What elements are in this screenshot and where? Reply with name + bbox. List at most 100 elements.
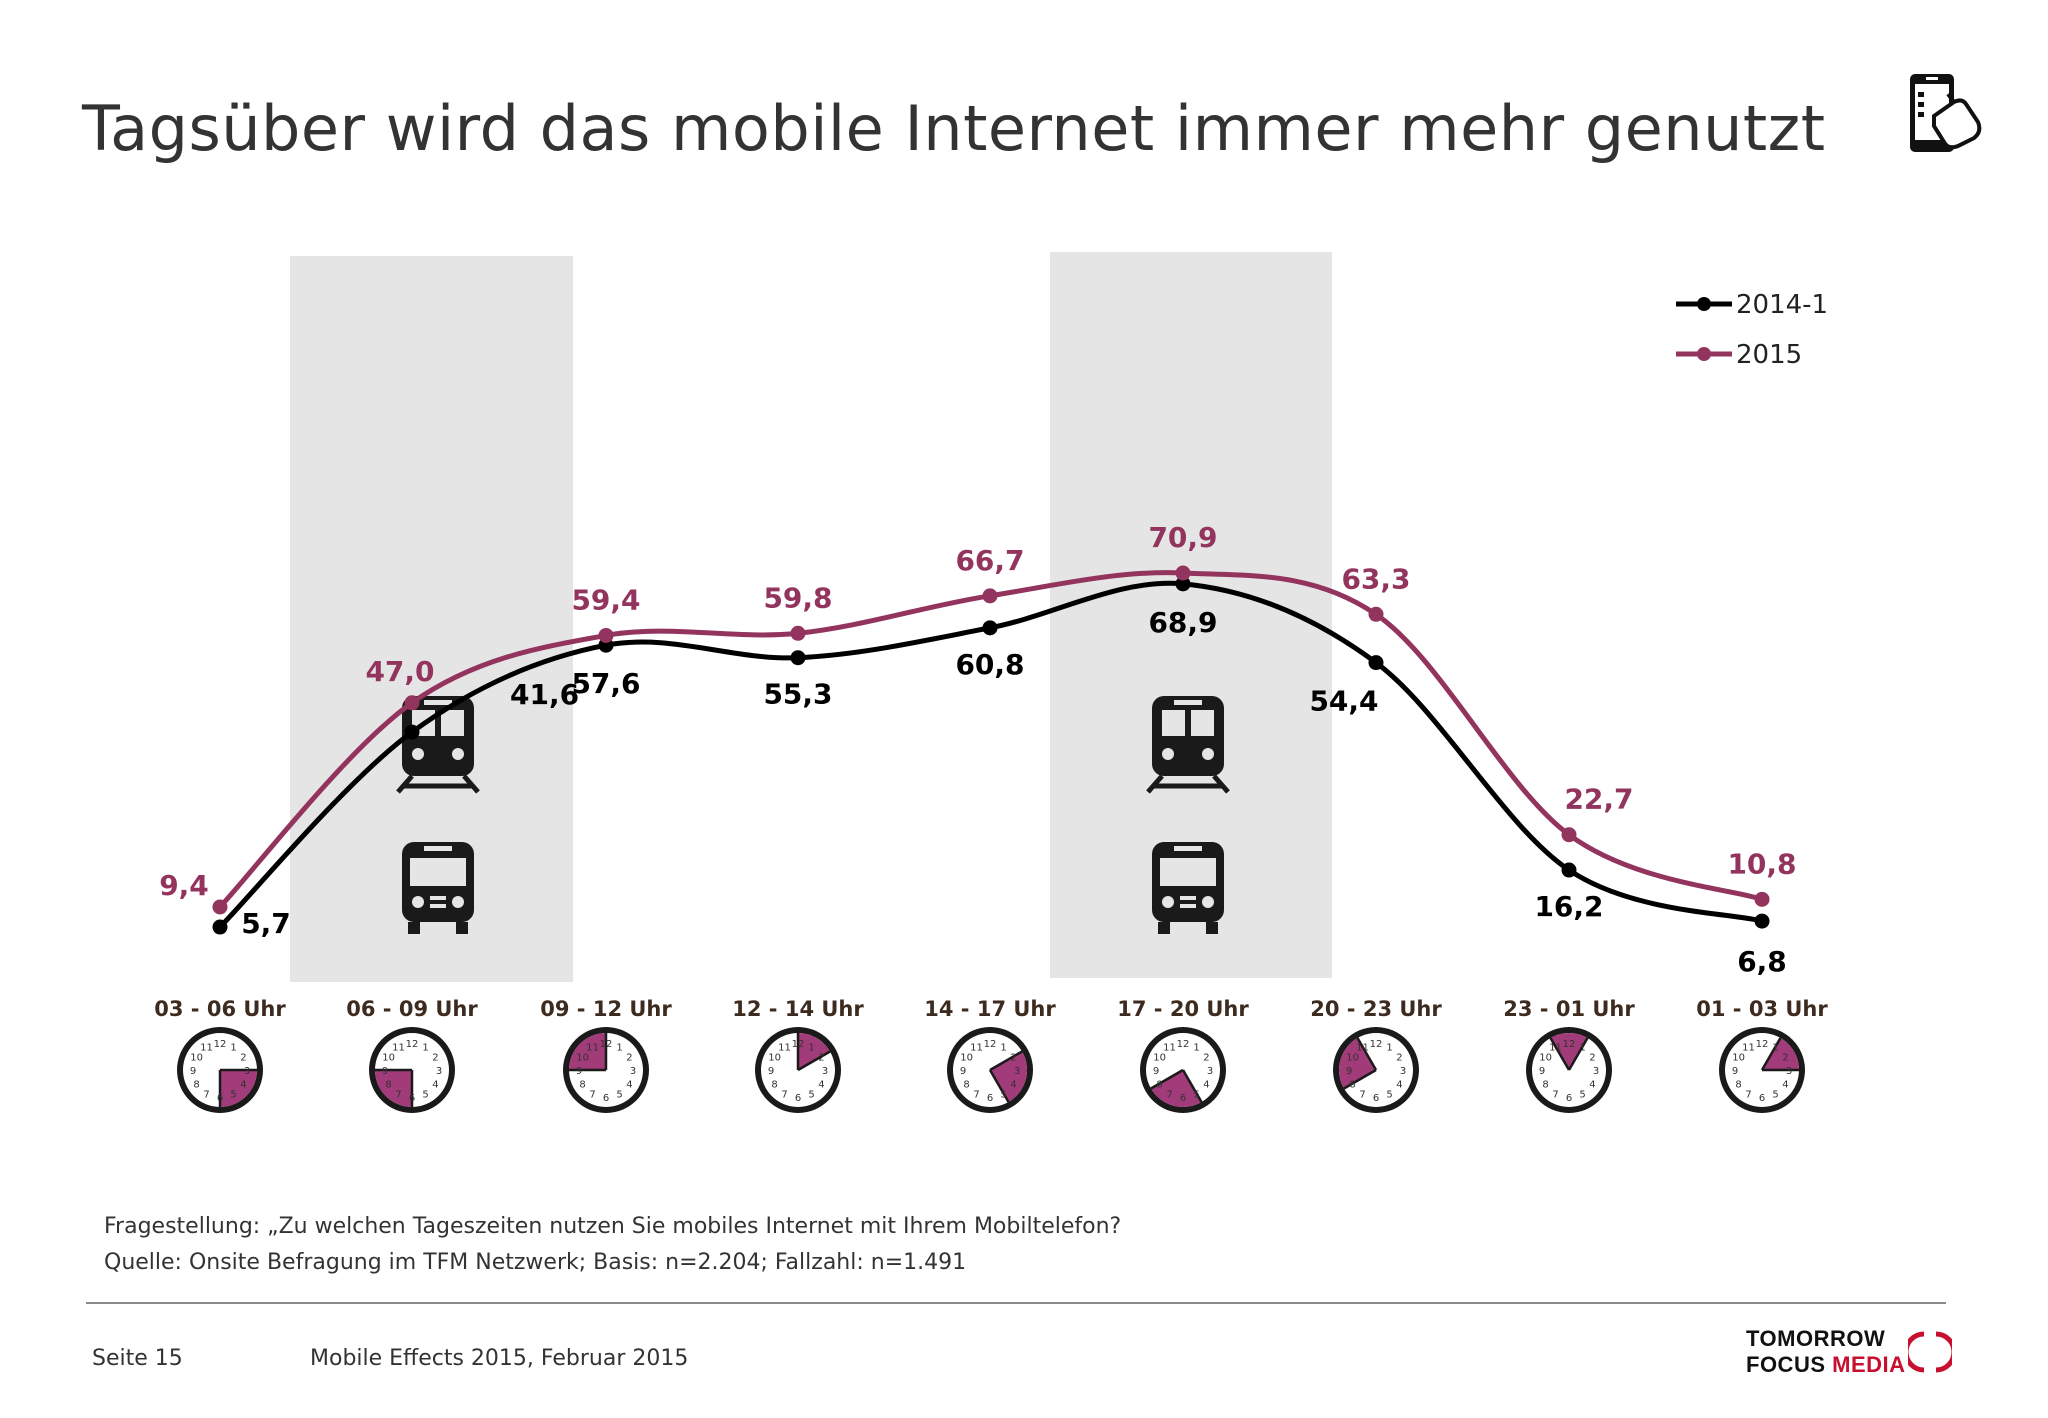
publication-info: Mobile Effects 2015, Februar 2015 — [310, 1346, 689, 1371]
svg-text:4: 4 — [432, 1080, 438, 1091]
svg-text:9: 9 — [768, 1066, 774, 1077]
data-point — [598, 627, 614, 643]
data-point — [790, 650, 806, 666]
data-label: 55,3 — [763, 678, 832, 711]
svg-text:1: 1 — [1386, 1043, 1392, 1054]
brand-name-line1: TOMORROW — [1746, 1326, 1886, 1351]
page-title: Tagsüber wird das mobile Internet immer … — [82, 92, 1826, 165]
svg-text:2: 2 — [1396, 1053, 1402, 1064]
data-point — [982, 588, 998, 604]
svg-text:2: 2 — [240, 1053, 246, 1064]
svg-text:12: 12 — [214, 1039, 227, 1050]
svg-text:11: 11 — [392, 1043, 405, 1054]
svg-text:8: 8 — [963, 1080, 969, 1091]
svg-text:5: 5 — [1579, 1089, 1585, 1100]
data-label: 10,8 — [1727, 847, 1796, 880]
svg-text:9: 9 — [382, 1066, 388, 1077]
data-label: 41,6 — [510, 678, 579, 711]
svg-text:8: 8 — [1542, 1080, 1548, 1091]
svg-text:3: 3 — [1014, 1066, 1020, 1077]
x-tick-label: 23 - 01 Uhr — [1503, 997, 1635, 1021]
svg-text:4: 4 — [240, 1080, 246, 1091]
svg-text:11: 11 — [1163, 1043, 1176, 1054]
svg-text:2: 2 — [626, 1053, 632, 1064]
data-label: 57,6 — [571, 667, 640, 700]
data-label: 66,7 — [955, 544, 1024, 577]
svg-text:10: 10 — [1732, 1053, 1745, 1064]
svg-text:11: 11 — [970, 1043, 983, 1054]
svg-text:10: 10 — [1539, 1053, 1552, 1064]
svg-text:7: 7 — [973, 1089, 979, 1100]
svg-text:5: 5 — [616, 1089, 622, 1100]
svg-text:4: 4 — [1203, 1080, 1209, 1091]
svg-text:9: 9 — [1732, 1066, 1738, 1077]
svg-text:3: 3 — [1207, 1066, 1213, 1077]
svg-text:11: 11 — [200, 1043, 213, 1054]
svg-text:4: 4 — [1589, 1080, 1595, 1091]
svg-text:1: 1 — [1579, 1043, 1585, 1054]
data-label: 68,9 — [1148, 606, 1217, 639]
svg-text:6: 6 — [1373, 1093, 1379, 1104]
svg-text:3: 3 — [244, 1066, 250, 1077]
svg-text:2: 2 — [1203, 1053, 1209, 1064]
svg-text:3: 3 — [630, 1066, 636, 1077]
svg-text:3: 3 — [1593, 1066, 1599, 1077]
data-label: 16,2 — [1534, 890, 1603, 923]
svg-text:10: 10 — [382, 1053, 395, 1064]
svg-text:6: 6 — [409, 1093, 415, 1104]
svg-text:8: 8 — [385, 1080, 391, 1091]
svg-text:10: 10 — [768, 1053, 781, 1064]
svg-text:4: 4 — [1782, 1080, 1788, 1091]
svg-text:5: 5 — [1772, 1089, 1778, 1100]
svg-text:1: 1 — [616, 1043, 622, 1054]
svg-text:6: 6 — [795, 1093, 801, 1104]
data-label: 59,8 — [763, 581, 832, 614]
data-point — [790, 625, 806, 641]
svg-text:6: 6 — [1759, 1093, 1765, 1104]
svg-text:1: 1 — [808, 1043, 814, 1054]
svg-text:3: 3 — [1400, 1066, 1406, 1077]
data-label: 63,3 — [1341, 562, 1410, 595]
svg-text:12: 12 — [984, 1039, 997, 1050]
svg-text:4: 4 — [626, 1080, 632, 1091]
data-label: 59,4 — [571, 583, 640, 616]
svg-text:1: 1 — [1772, 1043, 1778, 1054]
svg-text:4: 4 — [1010, 1080, 1016, 1091]
data-point — [212, 899, 228, 915]
brand-ring-icon — [1908, 1331, 1952, 1373]
data-point — [1754, 891, 1770, 907]
data-point — [212, 919, 228, 935]
svg-text:8: 8 — [1156, 1080, 1162, 1091]
svg-text:8: 8 — [1735, 1080, 1741, 1091]
data-point — [404, 695, 420, 711]
svg-text:11: 11 — [778, 1043, 791, 1054]
brand-name-line2: FOCUS MEDIA — [1746, 1352, 1906, 1377]
svg-text:3: 3 — [1786, 1066, 1792, 1077]
svg-text:5: 5 — [230, 1089, 236, 1100]
svg-text:7: 7 — [781, 1089, 787, 1100]
data-point — [404, 724, 420, 740]
data-label: 6,8 — [1737, 945, 1787, 978]
svg-text:12: 12 — [1370, 1039, 1383, 1050]
data-point — [1754, 913, 1770, 929]
x-tick-label: 03 - 06 Uhr — [154, 997, 286, 1021]
svg-text:8: 8 — [1349, 1080, 1355, 1091]
legend-marker — [1697, 297, 1711, 311]
svg-text:10: 10 — [576, 1053, 589, 1064]
x-tick-label: 01 - 03 Uhr — [1696, 997, 1828, 1021]
svg-text:11: 11 — [1356, 1043, 1369, 1054]
svg-text:9: 9 — [576, 1066, 582, 1077]
svg-text:1: 1 — [1000, 1043, 1006, 1054]
data-point — [1561, 862, 1577, 878]
svg-text:6: 6 — [603, 1093, 609, 1104]
x-tick-label: 06 - 09 Uhr — [346, 997, 478, 1021]
data-point — [982, 620, 998, 636]
svg-text:1: 1 — [422, 1043, 428, 1054]
svg-text:5: 5 — [1193, 1089, 1199, 1100]
